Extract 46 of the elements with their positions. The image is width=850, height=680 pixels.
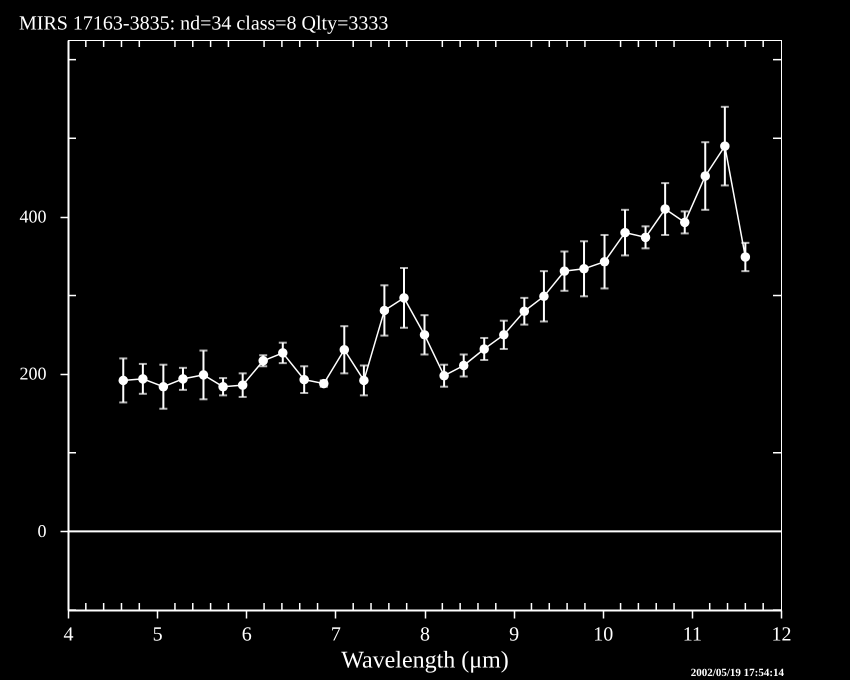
x-tick-label: 10 (593, 624, 614, 646)
point (579, 264, 589, 274)
x-tick-label: 5 (152, 624, 163, 646)
point (258, 356, 268, 366)
point (118, 376, 128, 386)
point (560, 266, 570, 276)
point (299, 374, 309, 384)
x-tick-label: 7 (330, 624, 341, 646)
point (700, 171, 710, 181)
point (238, 380, 248, 390)
point (218, 382, 228, 392)
point (399, 293, 409, 303)
point (680, 218, 690, 228)
x-tick-label: 6 (242, 624, 252, 646)
point (520, 306, 530, 316)
y-tick-label: 400 (20, 206, 46, 226)
point (660, 204, 670, 214)
point (380, 306, 390, 316)
point (458, 360, 468, 370)
point (539, 292, 549, 302)
text: 2002/05/19 17:54:14 (690, 667, 784, 679)
point (420, 330, 430, 340)
point (278, 348, 288, 358)
x-tick-label: 4 (64, 624, 74, 646)
x-tick-label: 9 (509, 624, 520, 646)
x-tick-label: 12 (772, 624, 792, 646)
point (499, 330, 509, 340)
point (479, 344, 489, 354)
x-axis-title: Wavelength (μm) (341, 648, 509, 674)
point (138, 374, 148, 384)
x-tick-label: 8 (420, 624, 430, 646)
point (158, 382, 168, 392)
point (359, 376, 369, 386)
point (439, 370, 449, 380)
point (600, 256, 610, 266)
point (198, 370, 208, 380)
y-tick-label: 200 (20, 364, 46, 384)
chart-title: MIRS 17163-3835: nd=34 class=8 Qlty=3333 (19, 12, 388, 34)
y-tick-label: 0 (38, 520, 46, 541)
x-tick-label: 11 (682, 624, 702, 646)
point (640, 232, 650, 242)
point (340, 345, 350, 354)
point (620, 228, 630, 238)
point (178, 374, 188, 384)
point (720, 141, 730, 151)
point (740, 252, 750, 262)
